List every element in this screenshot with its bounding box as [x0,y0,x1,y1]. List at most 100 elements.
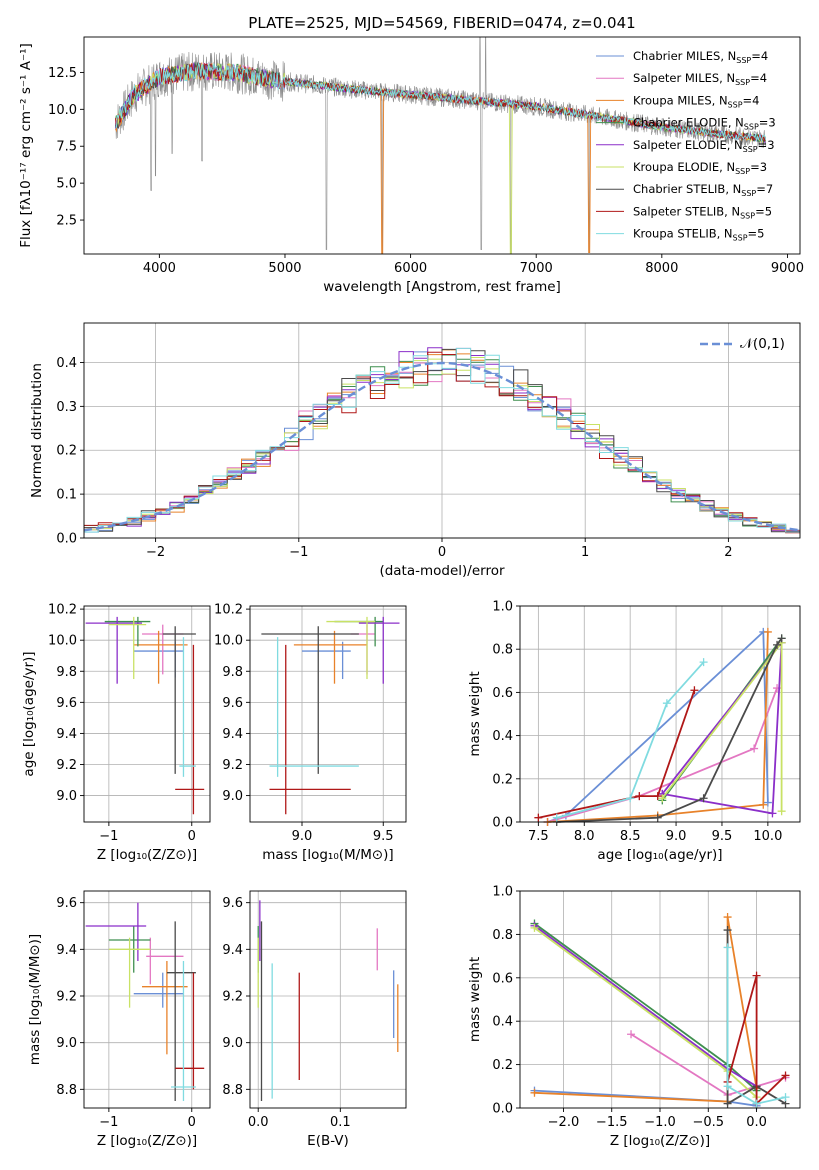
x-tick-label: 9.5 [712,829,733,844]
axes-frame [83,890,211,1109]
axes-layer [80,36,801,1112]
mass-weight-marker [626,794,635,803]
normal-curve [83,361,801,532]
y-tick-label: 10.0 [214,634,243,649]
model-spectrum-line [115,62,767,142]
residual-histogram-step [84,347,800,533]
x-tick-label: 10.0 [753,829,782,844]
mass-weight-line [661,639,783,815]
chart-title: PLATE=2525, MJD=54569, FIBERID=0474, z=0… [248,14,635,32]
y-tick-label: 0.2 [492,772,513,787]
y-tick-label: 9.8 [56,665,77,680]
mass-weight-marker [662,699,671,708]
x-tick-label: −2 [146,545,165,560]
y-tick-label: 10.0 [48,634,77,649]
legend-label: Kroupa MILES, NSSP=4 [633,93,759,109]
x-axis-label: wavelength [Angstrom, rest frame] [323,279,561,295]
legend-label: 𝒩(0,1) [740,336,785,352]
y-tick-label: 1.0 [492,600,513,615]
y-tick-label: 9.8 [222,665,243,680]
y-tick-label: 0.3 [56,400,77,415]
legend-label: Kroupa STELIB, NSSP=5 [633,227,764,243]
mass-weight-marker [777,807,786,816]
x-tick-label: 1 [581,545,589,560]
mass-weight-line [538,689,696,819]
mass-weight-marker [763,798,772,807]
mass-weight-marker [653,813,662,822]
mass-weight-marker [723,926,732,935]
mass-weight-line [556,661,705,819]
y-axis-label: mass weight [467,957,483,1042]
mass-weight-marker [530,923,539,932]
y-tick-label: 9.4 [222,943,243,958]
x-tick-label: 6000 [394,261,427,276]
x-tick-label: 7000 [520,261,553,276]
y-tick-label: 0.1 [56,488,77,503]
y-tick-label: 0.2 [56,444,77,459]
x-tick-label: 5000 [268,261,301,276]
legend-label: Salpeter ELODIE, NSSP=3 [633,138,775,154]
x-tick-label: −0.5 [692,1115,724,1130]
mass-weight-marker [781,1071,790,1080]
mass-weight-marker [723,943,732,952]
x-tick-label: 8000 [645,261,678,276]
x-tick-label: 7.5 [528,829,549,844]
y-axis-label: age [log₁₀(age/yr)] [21,651,37,776]
y-tick-label: 0.2 [492,1058,513,1073]
x-tick-label: 0.0 [248,1115,269,1130]
x-axis-label: mass [log₁₀(M/M⊙)] [262,847,393,863]
y-tick-label: 0.4 [56,356,77,371]
y-tick-label: 9.2 [56,758,77,773]
y-tick-label: 9.6 [222,896,243,911]
y-tick-label: 0.6 [492,686,513,701]
mass-weight-marker [723,1082,732,1091]
x-tick-label: 2 [724,545,732,560]
y-axis-label: mass [log₁₀(M/M⊙)] [27,934,43,1065]
mass-weight-marker [750,744,759,753]
mass-weight-marker [777,634,786,643]
legend-label: Salpeter STELIB, NSSP=5 [633,204,772,220]
x-tick-label: 4000 [143,261,176,276]
legend-label: Chabrier STELIB, NSSP=7 [633,182,773,198]
x-tick-label: 0.1 [330,1115,351,1130]
mass-weight-marker [699,794,708,803]
mass-weight-marker [627,1030,636,1039]
data-layer [83,37,801,1110]
x-axis-label: Z [log₁₀(Z/Z⊙)] [97,847,197,863]
mass-weight-marker [781,1093,790,1102]
y-tick-label: 9.2 [222,758,243,773]
x-tick-label: 0 [188,1115,196,1130]
mass-weight-marker [635,792,644,801]
y-tick-label: 9.4 [222,727,243,742]
y-tick-label: 8.8 [222,1083,243,1098]
legend-label: Salpeter MILES, NSSP=4 [633,71,767,87]
y-tick-label: 0.4 [492,729,513,744]
residual-histogram-step [84,348,800,533]
x-axis-label: Z [log₁₀(Z/Z⊙)] [610,1133,710,1149]
axes-frame [83,36,801,255]
y-tick-label: 1.0 [492,885,513,900]
y-tick-label: 0.8 [492,928,513,943]
y-tick-label: 9.6 [56,696,77,711]
x-axis-label: Z [log₁₀(Z/Z⊙)] [97,1133,197,1149]
y-tick-label: 9.2 [222,990,243,1005]
y-tick-label: 0.6 [492,971,513,986]
grid-layer [84,323,800,1109]
x-tick-label: −1.5 [596,1115,628,1130]
y-axis-label: Flux [fλ10⁻¹⁷ erg cm⁻² s⁻¹ A⁻¹] [18,43,34,248]
y-tick-label: 9.0 [222,1036,243,1051]
y-tick-label: 0.4 [492,1015,513,1030]
y-tick-label: 9.6 [56,896,77,911]
x-tick-label: 0 [188,829,196,844]
y-tick-label: 0.0 [56,532,77,547]
legend-label: Chabrier MILES, NSSP=4 [633,49,768,65]
y-tick-label: 9.0 [56,789,77,804]
y-tick-label: 0.0 [492,1102,513,1117]
x-axis-label: (data-model)/error [379,563,505,579]
mass-weight-marker [752,1099,761,1108]
mass-weight-line [630,1033,786,1096]
y-tick-label: 9.0 [222,789,243,804]
y-tick-label: 9.0 [56,1036,77,1051]
mass-weight-marker [759,800,768,809]
x-axis-label: age [log₁₀(age/yr)] [597,847,722,863]
